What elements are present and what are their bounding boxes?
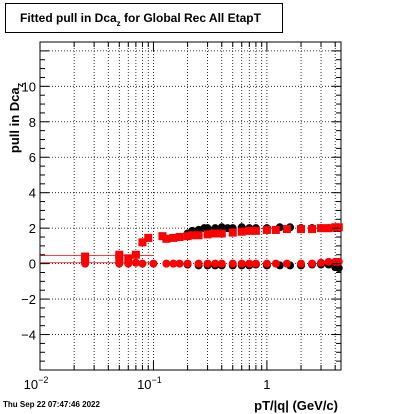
chart-title-prefix: Fitted pull in Dca [20,11,117,25]
data-point-circle [131,258,140,267]
data-point-circle [334,257,343,266]
data-point-circle [282,259,291,268]
data-point-circle [308,259,317,268]
x-tick-label: 10−1 [137,375,162,392]
y-axis-label-main: pull in Dca [7,87,22,154]
data-point-circle [228,259,237,268]
svg-text:pull in Dcaz: pull in Dcaz [7,82,25,153]
data-point-square [334,223,343,232]
data-point-square [228,228,237,237]
data-point-circle [194,259,203,268]
data-point-circle [138,259,147,268]
data-point-square [297,225,306,234]
data-point-circle [317,258,326,267]
data-point-circle [217,259,226,268]
data-point-square [251,226,260,235]
y-tick-label: 6 [29,150,36,165]
x-tick-label: 10−2 [24,375,49,392]
data-point-circle [245,259,254,268]
data-point-square [131,250,140,259]
data-markers [81,223,343,273]
y-tick-label: 0 [29,257,36,272]
data-point-square [81,252,90,261]
chart-title: Fitted pull in Dcaz for Global Rec All E… [5,3,283,33]
y-tick-label: −4 [21,328,36,343]
data-point-square [324,224,333,233]
data-point-square [194,231,203,240]
data-point-circle [203,259,212,268]
data-point-circle [169,259,178,268]
data-point-square [162,234,171,243]
x-tick-exponent: −2 [38,375,48,385]
y-axis-label: pull in Dcaz [7,82,25,153]
chart-title-sub: z [116,19,121,28]
y-axis-label-sub: z [15,82,25,87]
data-point-square [124,254,133,263]
y-tick-label: 4 [29,186,36,201]
y-tick-label: 8 [29,115,36,130]
data-point-square [308,225,317,234]
data-point-square [245,226,254,235]
data-point-square [183,232,192,241]
data-point-square [317,224,326,233]
data-point-square [169,233,178,242]
data-point-square [188,231,197,240]
y-tick-label: 10 [22,79,36,94]
data-point-square [217,229,226,238]
x-tick-label: 1 [263,377,270,392]
data-point-circle [262,259,271,268]
chart-title-suffix: for Global Rec All EtapT [120,11,261,25]
date-stamp: Thu Sep 22 07:47:46 2022 [3,400,100,409]
data-point-square [115,250,124,259]
data-point-circle [334,264,343,273]
data-point-circle [251,259,260,268]
data-point-square [271,225,280,234]
data-point-circle [162,259,171,268]
data-point-circle [324,257,333,266]
y-tick-label: 2 [29,221,36,236]
data-point-circle [297,259,306,268]
data-point-square [138,238,147,247]
data-point-square [211,229,220,238]
data-point-circle [271,259,280,268]
data-point-square [203,230,212,239]
data-point-circle [203,224,212,233]
data-point-square [144,233,153,242]
y-tick-label: −2 [21,292,36,307]
data-point-circle [183,259,192,268]
data-point-square [175,233,184,242]
data-point-square [237,227,246,236]
x-tick-exponent: −1 [152,375,162,385]
data-point-circle [149,259,158,268]
plot-area [39,41,342,371]
data-point-square [282,225,291,234]
x-axis-label: pT/|q| (GeV/c) [254,398,338,413]
data-point-circle [211,259,220,268]
data-point-circle [175,259,184,268]
data-point-square [262,225,271,234]
data-point-circle [237,259,246,268]
